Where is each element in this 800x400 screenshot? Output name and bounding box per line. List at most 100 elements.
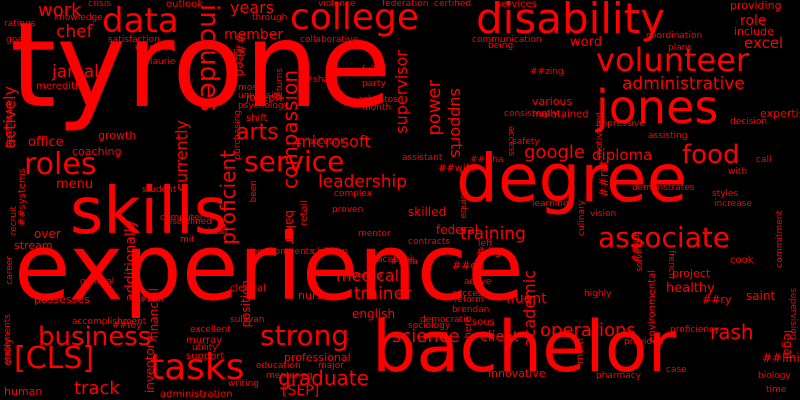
word: ##ed <box>452 259 485 272</box>
word: english <box>352 307 396 321</box>
word: involved <box>344 271 383 281</box>
word: federation <box>382 0 429 9</box>
word: violence <box>318 0 356 9</box>
word: human <box>4 385 43 398</box>
word: culinary <box>577 200 587 236</box>
word: most <box>238 83 261 93</box>
word: support <box>186 351 225 362</box>
word: accomplishment <box>72 317 147 327</box>
word: month <box>362 103 392 113</box>
word: proficiency <box>670 325 720 335</box>
word: been <box>249 180 259 203</box>
word: trainer <box>354 284 412 304</box>
word: currently <box>172 120 191 192</box>
word: tyrone <box>10 0 392 134</box>
word: food <box>682 140 740 170</box>
word: collaborative <box>300 35 359 45</box>
word: major <box>318 361 344 371</box>
word: chef <box>56 22 93 42</box>
word: through <box>252 13 288 23</box>
word: strong <box>260 319 350 352</box>
word: ##kim <box>132 295 164 305</box>
word: outlook <box>166 0 204 10</box>
word: environments <box>252 247 315 257</box>
word: being <box>488 41 514 51</box>
word: consistently <box>504 109 559 119</box>
word: mit <box>180 235 195 245</box>
word: possesses <box>34 293 90 306</box>
word: call <box>756 155 772 165</box>
word: shift <box>246 113 268 124</box>
word: science <box>392 326 460 347</box>
word: account <box>308 137 344 147</box>
word: plans <box>668 43 693 53</box>
word: google <box>524 142 585 163</box>
word: jamal <box>52 62 99 82</box>
word: sous <box>472 317 495 328</box>
word: menu <box>56 177 94 192</box>
word: sociology <box>408 321 451 331</box>
word: success <box>452 289 488 299</box>
word: decision <box>730 117 768 127</box>
word: coordination <box>646 31 703 41</box>
word: member <box>224 27 284 43</box>
word: power <box>424 80 445 136</box>
word: cook <box>730 255 754 266</box>
word: left <box>478 239 493 249</box>
word: demonstrates <box>632 183 695 193</box>
word: ##systems <box>17 168 28 227</box>
word: word <box>570 35 602 50</box>
word: graduate <box>278 366 369 390</box>
word: laurie <box>150 57 176 67</box>
word: ##ry <box>702 293 732 306</box>
word: administration <box>160 389 233 400</box>
word: sullivan <box>230 315 265 325</box>
word: maintained <box>532 109 589 120</box>
word: services <box>496 0 538 10</box>
word: service <box>244 145 345 178</box>
word: equipment <box>459 170 469 219</box>
word: diploma <box>592 146 653 164</box>
word: complex <box>334 189 373 199</box>
word: college <box>290 0 419 38</box>
word: knowledge <box>54 13 103 23</box>
word: additionally <box>123 220 139 302</box>
word: university <box>238 91 283 101</box>
word: writing <box>228 379 260 389</box>
word: medical <box>336 266 400 285</box>
word: communication <box>472 35 542 45</box>
word: project <box>672 267 711 280</box>
word: role <box>740 13 767 29</box>
word: volunteer <box>596 41 750 79</box>
word: stream <box>14 239 53 252</box>
word: mentor <box>358 229 391 239</box>
word: asbestos <box>358 95 398 105</box>
word: ##isha <box>470 155 504 165</box>
word: contracts <box>408 237 451 247</box>
word: safety <box>512 137 540 147</box>
word: lead <box>208 227 228 237</box>
word: ##ex <box>134 43 160 53</box>
word: ##eed <box>233 34 247 77</box>
word: solving <box>635 240 645 272</box>
word: expertise <box>760 107 800 120</box>
word: track <box>74 378 120 399</box>
word: coaching <box>72 145 122 158</box>
word: commitment <box>775 210 785 268</box>
word: brendan <box>452 305 490 315</box>
word: training <box>460 224 526 244</box>
word: learning <box>532 199 569 209</box>
word: rash <box>710 320 754 344</box>
word: providing <box>730 0 782 12</box>
word: mentoring <box>266 371 313 381</box>
word: vision <box>590 209 617 219</box>
word: growth <box>98 129 137 142</box>
word: work <box>38 0 82 21</box>
word: french <box>666 250 676 279</box>
word: student <box>142 185 177 195</box>
word: case <box>666 365 687 375</box>
word: ##wife <box>438 163 476 174</box>
word: include <box>734 25 774 38</box>
word: leadership <box>318 172 407 192</box>
